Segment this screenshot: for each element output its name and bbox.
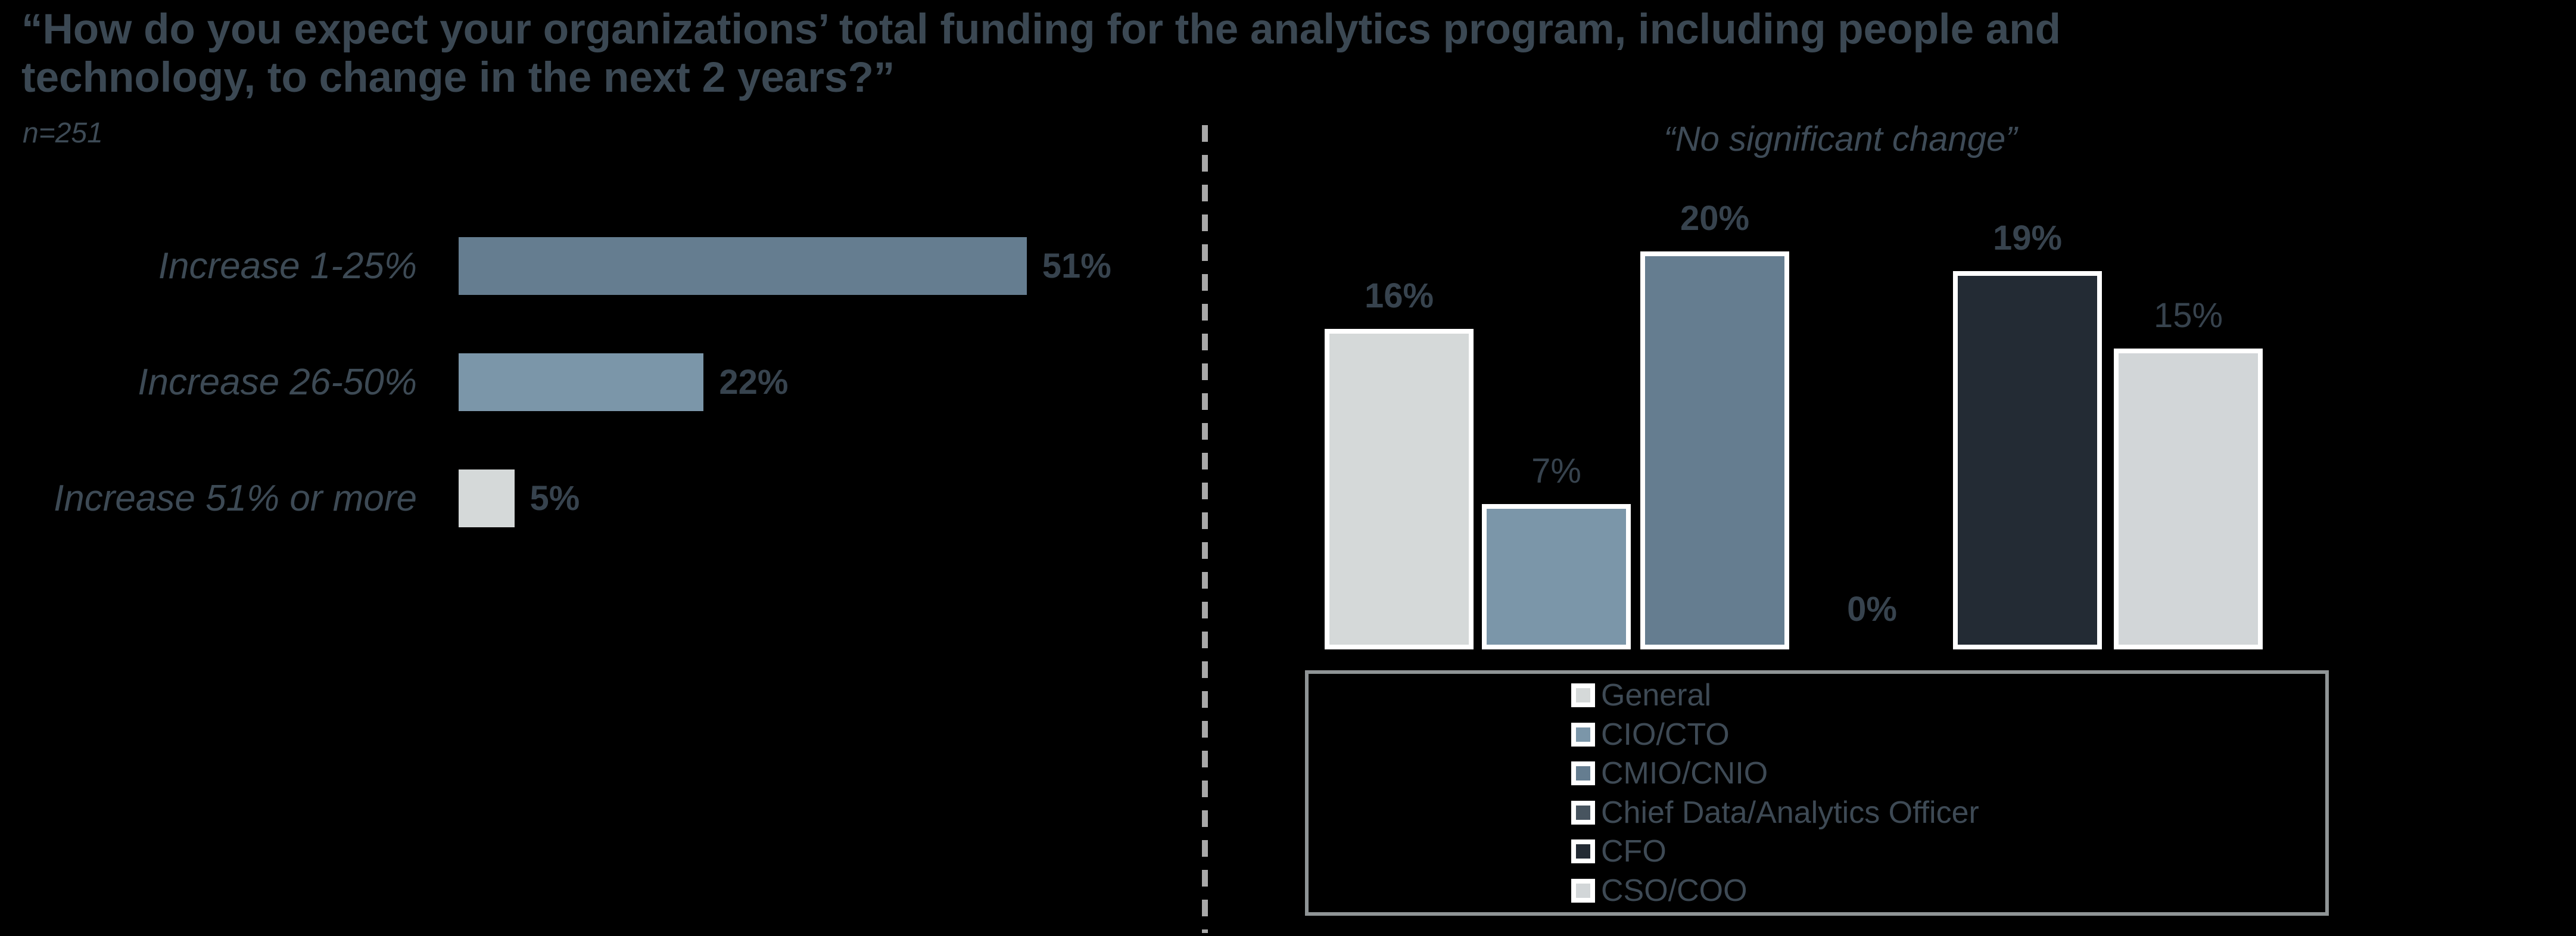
role-bar <box>2114 349 2263 649</box>
legend-item: CMIO/CNIO <box>1571 756 2325 791</box>
section-divider <box>1202 125 1208 933</box>
legend-box: General CIO/CTO CMIO/CNIO Chief Data/Ana… <box>1305 670 2329 916</box>
category-label: Increase 26-50% <box>138 362 417 403</box>
funding-bar <box>459 353 704 411</box>
sample-size-note: n=251 <box>23 117 103 149</box>
page-title-line2: technology, to change in the next 2 year… <box>21 54 895 101</box>
right-chart-title: “No significant change” <box>1664 120 2017 158</box>
role-bar <box>1953 270 2102 649</box>
legend-label: CSO/COO <box>1601 873 1748 908</box>
legend-item: General <box>1571 678 2325 713</box>
legend-label: General <box>1601 678 1711 713</box>
legend-label: CIO/CTO <box>1601 717 1730 752</box>
legend-swatch <box>1571 683 1595 708</box>
role-bar-label: 19% <box>1992 218 2063 257</box>
legend-item: Chief Data/Analytics Officer <box>1571 795 2325 830</box>
legend-label: Chief Data/Analytics Officer <box>1601 795 1979 830</box>
legend-item: CFO <box>1571 834 2325 869</box>
page-title: “How do you expect your organizations’ t… <box>21 6 2201 102</box>
value-label: 22% <box>719 363 789 402</box>
legend-label: CMIO/CNIO <box>1601 756 1768 791</box>
role-bar-label: 20% <box>1680 199 1750 238</box>
legend-label: CFO <box>1601 834 1667 869</box>
legend-swatch <box>1571 800 1595 825</box>
legend-item: CIO/CTO <box>1571 717 2325 752</box>
role-bar-label: 0% <box>1847 590 1897 629</box>
legend-swatch <box>1571 761 1595 786</box>
legend-swatch <box>1571 722 1595 747</box>
category-label: Increase 51% or more <box>54 478 417 519</box>
funding-bar <box>459 469 515 527</box>
value-label: 51% <box>1042 247 1111 285</box>
role-bar-label: 7% <box>1531 451 1581 490</box>
role-bar <box>1640 251 1789 649</box>
funding-row: Increase 51% or more 5% <box>0 469 580 527</box>
role-chart-plot: 16% 7% 20% 0% 19% 15% <box>1263 199 2359 649</box>
role-bar-label: 15% <box>2153 296 2223 335</box>
funding-row: Increase 1-25% 51% <box>0 237 1111 295</box>
legend-swatch <box>1571 878 1595 903</box>
legend-swatch <box>1571 839 1595 864</box>
value-label: 5% <box>529 479 580 518</box>
funding-bar <box>459 237 1027 295</box>
role-bar <box>1482 503 1631 649</box>
category-label: Increase 1-25% <box>158 245 417 287</box>
role-bar <box>1325 329 1474 649</box>
legend-item: CSO/COO <box>1571 873 2325 908</box>
page-title-line1: “How do you expect your organizations’ t… <box>21 6 2061 53</box>
role-bar-label: 16% <box>1364 276 1434 316</box>
funding-row: Increase 26-50% 22% <box>0 353 788 411</box>
